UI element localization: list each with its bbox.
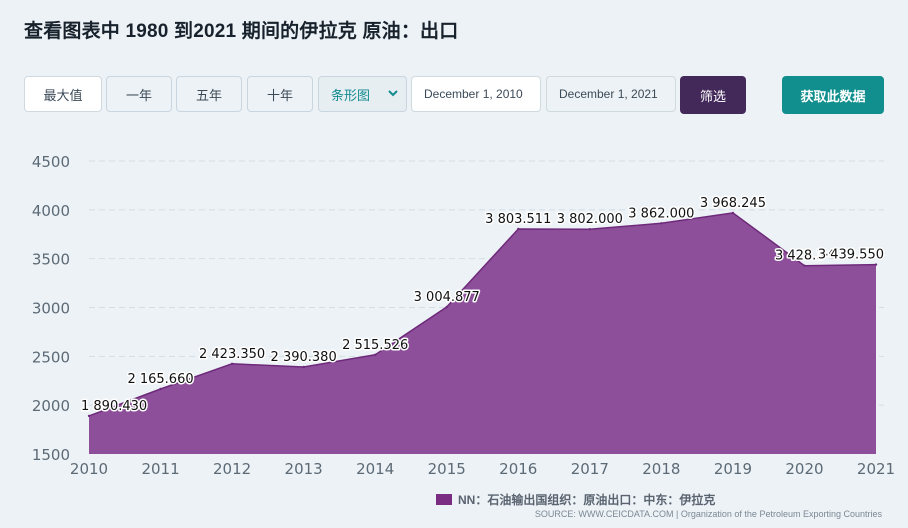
data-label: 3 439.550 — [818, 248, 884, 263]
data-point — [302, 365, 305, 369]
data-label: 3 802.000 — [557, 212, 623, 227]
data-label: 2 390.380 — [271, 350, 337, 365]
x-tick-label: 2010 — [70, 460, 108, 478]
range-ten-year-button[interactable]: 十年 — [247, 76, 313, 112]
x-tick-label: 2014 — [356, 460, 394, 478]
data-label: 1 890.430 — [81, 399, 147, 414]
x-tick-label: 2017 — [571, 460, 609, 478]
data-point — [517, 227, 520, 231]
chart-type-select[interactable]: 条形图 — [318, 76, 407, 112]
x-tick-label: 2018 — [642, 460, 680, 478]
y-tick-label: 3500 — [32, 251, 70, 269]
data-point — [159, 387, 162, 391]
chart-title: 查看图表中 1980 到2021 期间的伊拉克 原油：出口 — [24, 21, 459, 42]
x-tick-label: 2013 — [285, 460, 323, 478]
data-label: 2 165.660 — [127, 372, 193, 387]
area-fill — [89, 212, 876, 454]
range-max-button[interactable]: 最大值 — [24, 76, 102, 112]
data-label: 2 515.526 — [342, 338, 408, 353]
data-point — [374, 353, 377, 356]
x-tick-label: 2020 — [785, 460, 823, 478]
end-date-input[interactable]: December 1, 2021 — [546, 76, 676, 112]
x-tick-label: 2021 — [857, 460, 895, 478]
legend: NN：石油输出国组织：原油出口：中东：伊拉克 — [436, 491, 715, 508]
data-point — [874, 263, 878, 266]
y-tick-label: 2500 — [32, 348, 70, 366]
chart-type-value: 条形图 — [331, 87, 371, 103]
y-tick-label: 3000 — [32, 300, 70, 318]
y-tick-label: 4000 — [32, 202, 70, 220]
data-label: 2 423.350 — [199, 347, 265, 362]
data-point — [230, 362, 234, 365]
source-note: SOURCE: WWW.CEICDATA.COM | Organization … — [534, 509, 882, 519]
y-tick-label: 2000 — [32, 397, 70, 415]
data-point — [731, 211, 735, 215]
x-tick-label: 2016 — [499, 460, 537, 478]
toolbar: 最大值 一年 五年 十年 条形图 December 1, 2010 Decemb… — [0, 76, 908, 114]
x-tick-label: 2011 — [141, 460, 179, 478]
get-data-button[interactable]: 获取此数据 — [782, 76, 884, 114]
range-one-year-button[interactable]: 一年 — [106, 76, 172, 112]
x-tick-label: 2015 — [428, 460, 466, 478]
data-label: 3 428.3·⁴ — [775, 249, 834, 264]
data-point — [87, 414, 91, 418]
area-chart: 1 890.430 2 165.660 2 423.350 2 390.380 2 51… — [32, 153, 895, 478]
chevron-down-icon — [388, 90, 398, 97]
y-tick-label: 4500 — [32, 153, 70, 171]
legend-swatch — [436, 494, 452, 505]
legend-label: NN：石油输出国组织：原油出口：中东：伊拉克 — [458, 493, 716, 507]
data-point — [445, 305, 448, 309]
data-label: 3 004.877 — [414, 290, 480, 305]
data-label: 3 862.000 — [628, 206, 694, 221]
data-label: 3 968.245 — [700, 196, 766, 211]
start-date-input[interactable]: December 1, 2010 — [411, 76, 541, 112]
range-five-year-button[interactable]: 五年 — [176, 76, 242, 112]
data-point — [803, 264, 806, 267]
x-tick-label: 2019 — [714, 460, 752, 478]
y-tick-label: 1500 — [32, 446, 70, 464]
x-tick-label: 2012 — [213, 460, 251, 478]
data-point — [588, 228, 591, 231]
filter-button[interactable]: 筛选 — [680, 76, 746, 114]
data-point — [660, 222, 663, 225]
data-label: 3 803.511 — [485, 212, 551, 227]
series-line — [88, 212, 877, 417]
